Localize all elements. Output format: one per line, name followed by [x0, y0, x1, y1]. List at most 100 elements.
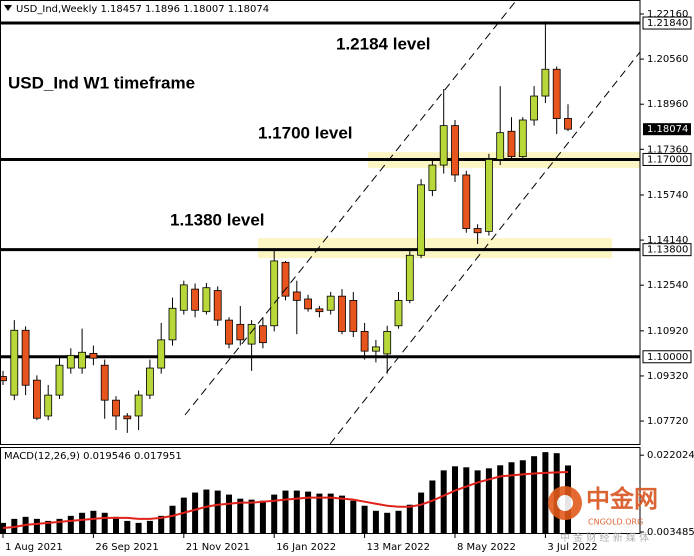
macd-bar	[372, 510, 379, 534]
candle-body	[89, 352, 98, 359]
candle-body	[326, 295, 335, 311]
candle-body	[202, 287, 211, 313]
macd-bar	[327, 493, 334, 534]
y-tick-label: 1.14140	[647, 235, 688, 246]
candle-body	[484, 159, 493, 232]
level-label: 1.13800	[647, 245, 688, 256]
level-label-box	[642, 16, 692, 30]
candle-body	[213, 290, 222, 321]
macd-bar	[350, 500, 357, 534]
channel-line	[329, 51, 641, 445]
level-label: 1.17000	[647, 154, 688, 165]
candle-body	[191, 288, 200, 311]
candle-body	[405, 254, 414, 301]
macd-bar	[406, 504, 413, 534]
candle-body	[451, 125, 459, 176]
candle-body	[258, 325, 267, 344]
macd-bar	[45, 520, 52, 534]
x-tick-label: 26 Sep 2021	[95, 542, 158, 553]
candle-body	[55, 364, 64, 396]
chart-title: USD_Ind W1 timeframe	[8, 73, 195, 92]
candle-body	[371, 346, 380, 352]
macd-bar	[271, 494, 278, 534]
level-label-box	[642, 152, 692, 166]
macd-bar	[395, 510, 402, 534]
candle-body	[112, 399, 120, 417]
channel-line	[184, 1, 516, 416]
x-tick-label: 13 Mar 2022	[367, 542, 430, 553]
candle-body	[292, 291, 301, 301]
macd-bar	[237, 498, 244, 534]
symbol: USD_Ind,Weekly	[16, 4, 97, 15]
candle-body	[496, 132, 505, 160]
candle-body	[530, 95, 538, 121]
candle-body	[541, 68, 550, 97]
macd-bar	[169, 505, 176, 534]
candle-body	[338, 295, 346, 332]
candle-body	[0, 376, 7, 382]
candle-body	[168, 307, 177, 341]
macd-bar	[429, 480, 436, 534]
watermark: 中金网 CNGOLD.ORG 中 金 财 经 新 媒 体	[548, 485, 658, 544]
candle-body	[360, 331, 369, 352]
candle-body	[564, 117, 572, 130]
macd-bar	[259, 500, 266, 534]
macd-bar	[101, 512, 108, 534]
macd-bar	[418, 492, 425, 534]
macd-value: 0.019546	[83, 451, 131, 462]
x-tick-label: 3 Jul 2022	[547, 542, 597, 553]
candle-body	[552, 68, 561, 119]
signal-value: 0.017951	[134, 451, 182, 462]
watermark-tagline: 中 金 财 经 新 媒 体	[560, 531, 649, 544]
y-tick-label: 1.15740	[647, 190, 688, 201]
level-label-box	[642, 350, 692, 364]
macd-bar	[497, 465, 504, 534]
candle-body	[473, 228, 482, 234]
open: 1.18457	[100, 4, 141, 15]
macd-bar	[361, 505, 368, 534]
x-tick-label: 8 May 2022	[457, 542, 516, 553]
macd-bar	[180, 497, 187, 534]
macd-bar	[305, 491, 312, 534]
macd-bar	[33, 518, 40, 534]
candle-body	[225, 319, 233, 345]
macd-bar	[90, 510, 97, 534]
macd-bar	[542, 452, 549, 534]
candle-body	[123, 415, 132, 420]
annotation: 1.2184 level	[336, 34, 431, 53]
high: 1.1896	[145, 4, 180, 15]
macd-bar	[214, 490, 221, 534]
menu-icon[interactable]	[4, 5, 12, 11]
symbol-header: USD_Ind,Weekly 1.18457 1.1896 1.18007 1.…	[16, 4, 269, 15]
annotation: 1.1700 level	[258, 123, 353, 142]
macd-bar	[124, 520, 131, 534]
macd-bar	[113, 516, 119, 534]
annotation: 1.1380 level	[170, 210, 265, 229]
candle-body	[383, 331, 392, 355]
candle-body	[428, 164, 437, 191]
macd-y-tick-label: 0.003485	[647, 527, 694, 538]
candle-body	[145, 367, 154, 396]
x-tick-label: 16 Jan 2022	[276, 542, 336, 553]
price-tag	[643, 123, 691, 136]
plot-layer	[0, 21, 640, 534]
macd-y-tick-label: 0.022024	[647, 450, 694, 461]
y-tick-label: 1.18960	[647, 99, 688, 110]
price-tag-label: 1.18074	[647, 124, 688, 135]
level-label: 1.10000	[647, 352, 688, 363]
macd-bar	[474, 470, 481, 534]
macd-bar	[519, 460, 526, 534]
macd-bar	[293, 490, 300, 534]
candle-body	[157, 339, 166, 369]
zone	[258, 238, 612, 259]
candle-body	[236, 323, 245, 341]
macd-bar	[192, 492, 199, 534]
candle-body	[10, 329, 19, 396]
x-tick-label: 21 Nov 2021	[186, 542, 250, 553]
macd-bar	[440, 470, 447, 534]
macd-bar	[452, 466, 458, 534]
macd-bar	[282, 490, 289, 534]
macd-label: MACD(12,26,9)	[4, 451, 80, 462]
macd-bar	[146, 520, 153, 534]
watermark-url: CNGOLD.ORG	[588, 518, 643, 527]
